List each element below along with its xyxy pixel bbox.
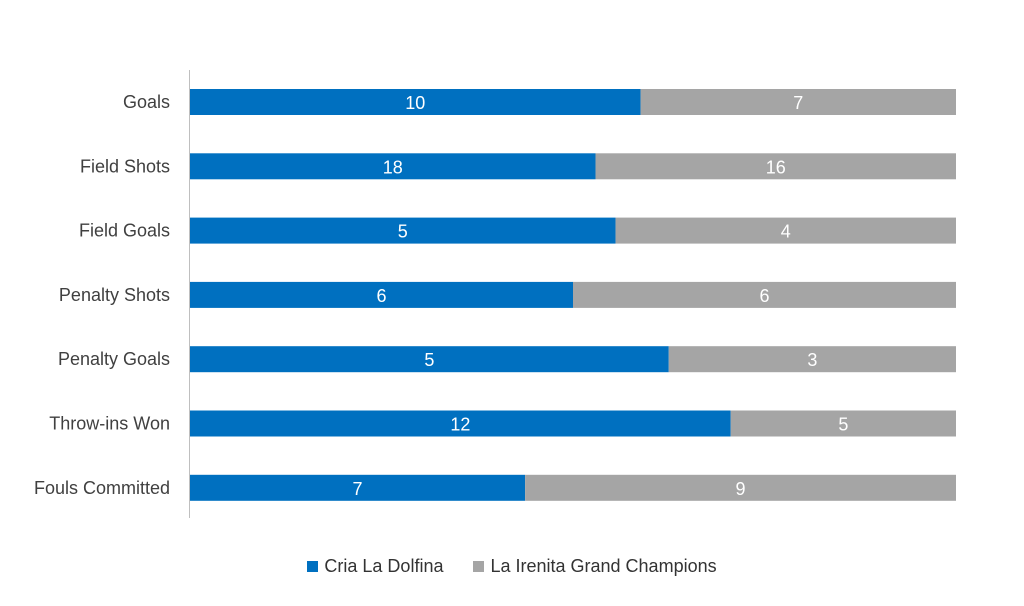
bar-series-b — [640, 89, 956, 115]
data-label-series-b: 7 — [793, 93, 803, 113]
data-label-series-a: 6 — [376, 286, 386, 306]
category-label: Penalty Shots — [59, 285, 170, 305]
data-label-series-b: 9 — [736, 479, 746, 499]
bar-series-a — [190, 474, 526, 501]
legend-swatch-series-a — [307, 561, 319, 572]
bar-series-b — [595, 153, 956, 180]
legend-swatch-series-b — [473, 561, 485, 572]
data-label-series-a: 7 — [353, 479, 363, 499]
data-label-series-b: 5 — [838, 415, 848, 435]
data-label-series-a: 5 — [398, 222, 408, 242]
legend: Cria La Dolfina La Irenita Grand Champio… — [0, 556, 1024, 577]
bar-series-a — [190, 153, 596, 180]
bar-series-b — [525, 474, 956, 501]
category-label: Field Goals — [79, 221, 170, 241]
bar-series-a — [190, 346, 669, 373]
bar-series-a — [190, 89, 641, 115]
legend-label-series-a: Cria La Dolfina — [324, 556, 444, 576]
data-label-series-a: 12 — [450, 415, 470, 435]
legend-label-series-b: La Irenita Grand Champions — [490, 556, 717, 576]
data-label-series-a: 10 — [405, 93, 425, 113]
legend-item-series-b: La Irenita Grand Champions — [473, 556, 717, 577]
bar-series-b — [668, 346, 956, 373]
bars-group: 10 7 18 16 5 4 6 6 5 3 12 5 7 9 — [190, 89, 956, 501]
category-label: Field Shots — [80, 156, 170, 176]
bar-series-b — [573, 281, 956, 308]
category-label: Penalty Goals — [58, 349, 170, 369]
data-label-series-b: 16 — [766, 157, 786, 177]
category-labels: Goals Field Shots Field Goals Penalty Shots… — [34, 92, 170, 498]
category-label: Throw-ins Won — [49, 414, 170, 434]
bar-series-b — [730, 410, 956, 437]
bar-series-a — [190, 281, 573, 308]
bar-series-a — [190, 410, 731, 437]
category-label: Fouls Committed — [34, 478, 170, 498]
bar-series-b — [615, 217, 956, 244]
data-label-series-b: 3 — [807, 350, 817, 370]
data-label-series-b: 6 — [759, 286, 769, 306]
legend-item-series-a: Cria La Dolfina — [307, 556, 443, 577]
data-label-series-a: 5 — [424, 350, 434, 370]
bar-series-a — [190, 217, 616, 244]
data-label-series-a: 18 — [383, 157, 403, 177]
category-label: Goals — [123, 92, 170, 112]
data-label-series-b: 4 — [781, 222, 791, 242]
